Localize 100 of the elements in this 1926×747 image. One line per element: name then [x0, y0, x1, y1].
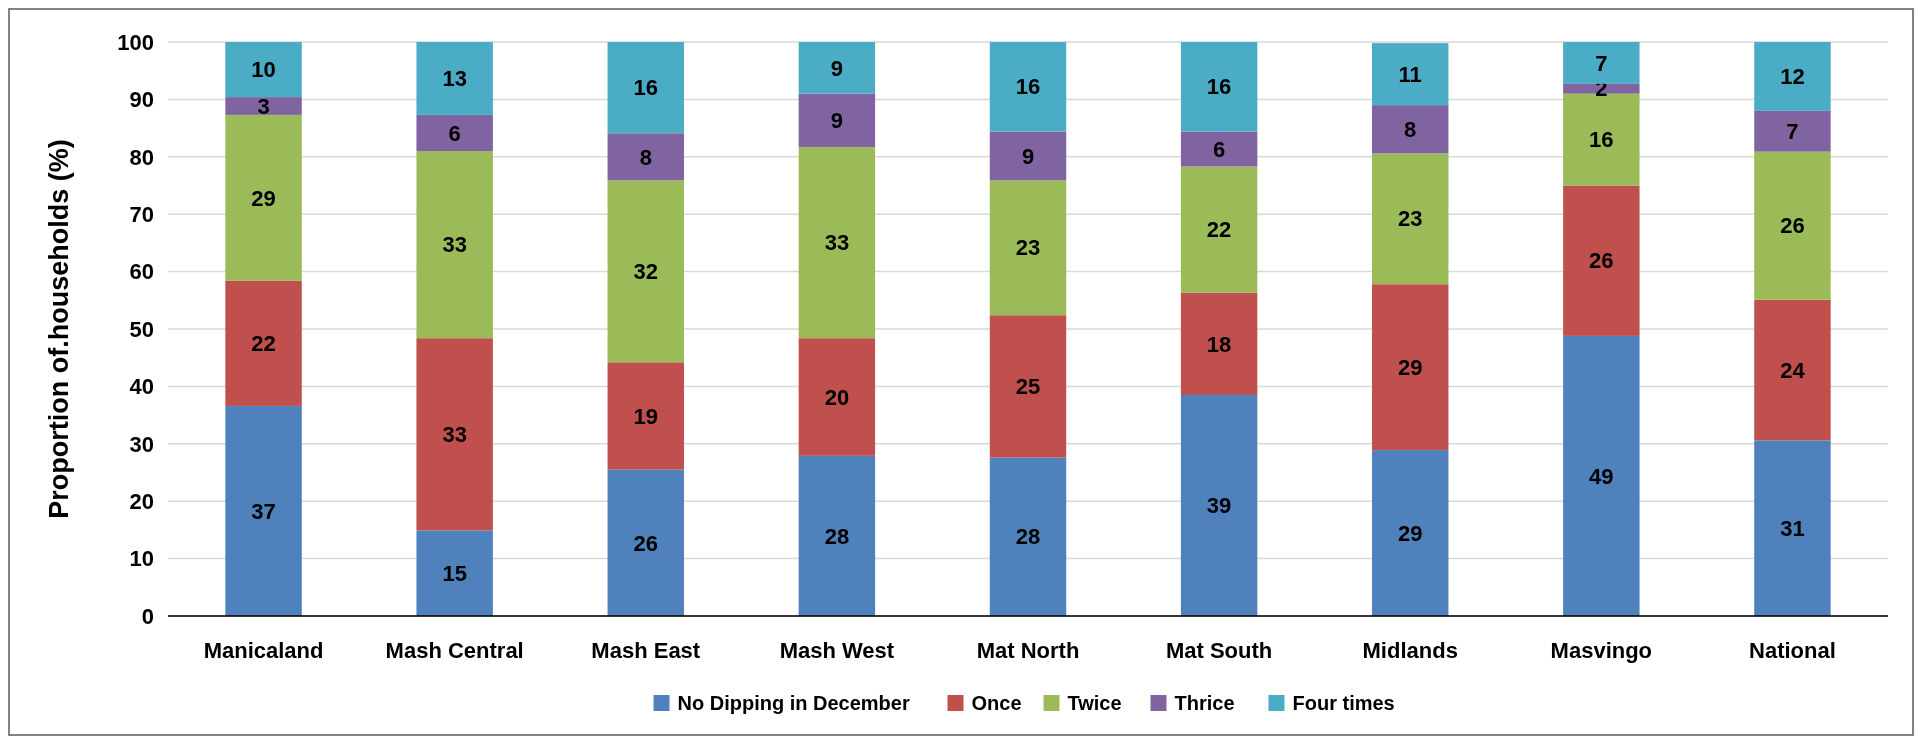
bar: [1754, 42, 1831, 111]
data-label: 22: [1206, 217, 1232, 243]
bar: [1180, 131, 1258, 167]
y-tick-label: 40: [129, 374, 154, 400]
legend-label: Thrice: [1174, 692, 1235, 714]
bar: [989, 457, 1067, 616]
data-label: 22: [251, 331, 276, 357]
bar: [798, 42, 876, 94]
x-tick-label: Midlands: [1362, 637, 1458, 663]
y-axis-title: Proportion of.households (%): [44, 139, 74, 519]
bar: [989, 131, 1067, 181]
bar: [798, 338, 876, 456]
data-label: 9: [830, 108, 844, 134]
bar: [989, 180, 1067, 316]
data-label: 3: [257, 93, 270, 119]
bar: [1180, 395, 1258, 616]
y-tick-label: 0: [141, 603, 154, 629]
bar: [1180, 42, 1258, 132]
data-label: 16: [1015, 74, 1041, 100]
y-tick-label: 10: [129, 546, 154, 572]
data-label: 49: [1589, 463, 1614, 489]
bar: [798, 147, 876, 339]
data-label: 29: [1397, 354, 1423, 380]
bar: [416, 114, 493, 152]
bar: [798, 455, 876, 616]
bar: [1563, 335, 1640, 616]
bar: [1754, 110, 1831, 152]
data-label: 29: [251, 185, 276, 211]
data-label: 15: [442, 560, 467, 586]
data-label: 7: [1595, 50, 1608, 76]
data-label: 8: [1404, 116, 1417, 142]
bar: [989, 42, 1067, 132]
bar: [607, 362, 684, 470]
data-label: 16: [1589, 127, 1614, 153]
bar: [607, 469, 684, 616]
data-label: 23: [1015, 235, 1041, 261]
bar: [1563, 185, 1640, 336]
bar: [225, 280, 302, 406]
legend-label: No Dipping in December: [677, 692, 910, 714]
data-label: 16: [633, 75, 659, 101]
x-tick-label: Manicaland: [203, 637, 324, 663]
bar: [607, 42, 684, 134]
x-tick-label: Mash West: [779, 637, 895, 663]
data-label: 28: [1015, 524, 1041, 550]
data-label: 16: [1206, 74, 1232, 100]
y-tick-label: 70: [129, 201, 154, 227]
bar: [1754, 299, 1831, 441]
data-label: 25: [1015, 374, 1041, 400]
data-label: 33: [442, 232, 467, 258]
x-tick-label: National: [1749, 637, 1836, 663]
bar: [1372, 450, 1449, 616]
data-label: 37: [251, 498, 276, 524]
data-label: 23: [1397, 206, 1423, 232]
bar: [798, 93, 876, 148]
bar: [1372, 43, 1449, 106]
y-tick-label: 50: [129, 316, 154, 342]
x-tick-label: Mash East: [591, 637, 701, 663]
bar: [225, 405, 302, 616]
bar: [1372, 284, 1449, 451]
bar: [225, 114, 302, 281]
legend-label: Twice: [1067, 692, 1122, 714]
data-label: 24: [1780, 357, 1806, 383]
legend-label: Once: [971, 692, 1022, 714]
data-label: 11: [1398, 61, 1422, 87]
x-tick-label: Mash Central: [385, 637, 524, 663]
bar: [1563, 83, 1640, 94]
data-label: 26: [1589, 248, 1614, 274]
bar: [1372, 105, 1449, 154]
bar: [1180, 166, 1258, 293]
data-label: 9: [830, 55, 844, 81]
data-label: 31: [1780, 515, 1805, 541]
y-tick-label: 20: [129, 488, 154, 514]
bar: [416, 338, 493, 531]
data-label: 13: [442, 66, 467, 92]
y-tick-label: 60: [129, 259, 154, 285]
bar: [989, 315, 1067, 458]
y-tick-label: 80: [129, 144, 154, 170]
data-label: 26: [633, 530, 659, 556]
data-label: 19: [633, 403, 659, 429]
bar: [607, 180, 684, 363]
bar: [225, 97, 302, 115]
data-label: 33: [824, 230, 850, 256]
data-label: 26: [1780, 213, 1805, 239]
data-label: 9: [1021, 143, 1035, 169]
y-tick-label: 30: [129, 431, 154, 457]
data-label: 6: [1212, 136, 1226, 162]
bar: [416, 530, 493, 616]
data-label: 28: [824, 523, 850, 549]
data-label: 6: [448, 120, 461, 146]
bar: [416, 42, 493, 115]
data-label: 10: [251, 57, 276, 83]
bar: [225, 42, 302, 98]
y-tick-label: 100: [117, 29, 154, 55]
data-label: 12: [1780, 64, 1805, 90]
data-label: 18: [1206, 331, 1232, 357]
data-label: 7: [1786, 118, 1799, 144]
data-label: 29: [1397, 520, 1423, 546]
x-tick-label: Masvingo: [1550, 637, 1653, 663]
legend-label: Four times: [1292, 692, 1395, 714]
data-label: 39: [1206, 493, 1232, 519]
